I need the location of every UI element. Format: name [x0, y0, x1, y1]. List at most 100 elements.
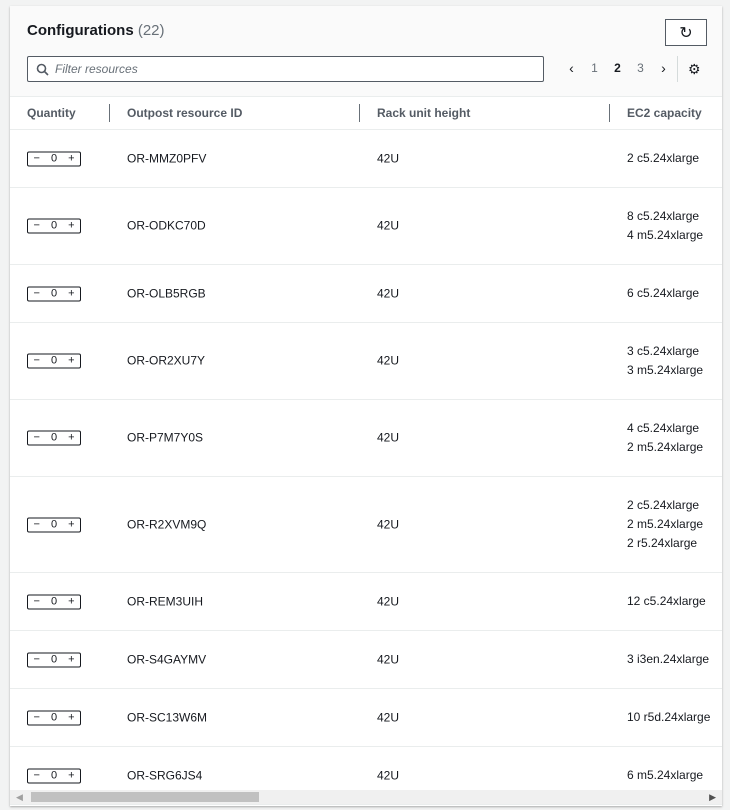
quantity-stepper[interactable]: −0 +	[27, 594, 81, 609]
quantity-stepper[interactable]: −0 +	[27, 151, 81, 166]
quantity-stepper[interactable]: −0 +	[27, 430, 81, 446]
column-rack-height[interactable]: Rack unit height	[377, 106, 471, 120]
table-row: −0 + OR-ODKC70D 42U 8 c5.24xlarge 4 m5.24x…	[10, 188, 722, 265]
column-resizer[interactable]	[109, 104, 110, 122]
prev-page-button[interactable]: ‹	[569, 60, 574, 76]
gear-icon[interactable]: ⚙	[688, 61, 701, 77]
quantity-value[interactable]: 0	[50, 431, 58, 444]
ec2-capacity-line: 2 c5.24xlarge	[627, 151, 700, 165]
table-header: Quantity Outpost resource ID Rack unit h…	[10, 97, 722, 130]
refresh-button[interactable]: ↻	[665, 19, 707, 46]
column-resource-id[interactable]: Outpost resource ID	[127, 106, 243, 120]
page-2[interactable]: 2	[614, 61, 621, 75]
resource-id: OR-OLB5RGB	[127, 286, 206, 300]
ec2-capacity-line: 8 c5.24xlarge	[627, 209, 700, 223]
quantity-value[interactable]: 0	[50, 152, 58, 164]
table-body: −0 + OR-MMZ0PFV 42U 2 c5.24xlarge −0 + OR-O…	[10, 130, 722, 805]
rack-unit-height: 42U	[377, 430, 400, 445]
quantity-value[interactable]: 0	[50, 219, 58, 232]
table-row: −0 + OR-REM3UIH 42U 12 c5.24xlarge	[10, 573, 722, 631]
resource-id: OR-SC13W6M	[127, 710, 208, 724]
decrement-button[interactable]: −	[33, 711, 40, 723]
decrement-button[interactable]: −	[33, 219, 40, 232]
quantity-stepper[interactable]: −0 +	[27, 353, 81, 369]
column-quantity[interactable]: Quantity	[27, 106, 76, 120]
quantity-stepper[interactable]: −0 +	[27, 710, 81, 725]
decrement-button[interactable]: −	[33, 354, 40, 367]
quantity-value[interactable]: 0	[50, 595, 58, 607]
rack-unit-height: 42U	[377, 286, 400, 300]
increment-button[interactable]: +	[68, 518, 75, 530]
quantity-stepper[interactable]: −0 +	[27, 218, 81, 234]
configurations-panel: Configurations (22) ↻ Filter resources ‹…	[10, 6, 722, 806]
increment-button[interactable]: +	[68, 769, 75, 781]
rack-unit-height: 42U	[377, 768, 400, 782]
horizontal-scrollbar[interactable]: ◀ ▶	[10, 790, 722, 804]
decrement-button[interactable]: −	[33, 152, 40, 164]
page-3[interactable]: 3	[637, 61, 644, 75]
resource-id: OR-MMZ0PFV	[127, 151, 207, 165]
increment-button[interactable]: +	[68, 595, 75, 607]
ec2-capacity-line: 12 c5.24xlarge	[627, 594, 706, 608]
column-ec2-capacity[interactable]: EC2 capacity	[627, 106, 702, 120]
scroll-left-icon[interactable]: ◀	[16, 792, 23, 802]
decrement-button[interactable]: −	[33, 769, 40, 781]
page-1[interactable]: 1	[591, 61, 598, 75]
search-input[interactable]: Filter resources	[27, 56, 544, 82]
table-row: −0 + OR-P7M7Y0S 42U 4 c5.24xlarge 2 m5.24x…	[10, 400, 722, 477]
refresh-icon: ↻	[679, 24, 693, 42]
ec2-capacity-line: 2 r5.24xlarge	[627, 536, 698, 550]
ec2-capacity: 4 c5.24xlarge 2 m5.24xlarge	[627, 419, 722, 457]
quantity-value[interactable]: 0	[50, 354, 58, 367]
quantity-value[interactable]: 0	[50, 769, 58, 781]
increment-button[interactable]: +	[68, 152, 75, 164]
quantity-value[interactable]: 0	[50, 653, 58, 665]
decrement-button[interactable]: −	[33, 518, 40, 530]
ec2-capacity-line: 3 c5.24xlarge	[627, 344, 700, 358]
ec2-capacity-line: 2 c5.24xlarge	[627, 498, 700, 512]
decrement-button[interactable]: −	[33, 595, 40, 607]
quantity-stepper[interactable]: −0 +	[27, 652, 81, 667]
ec2-capacity: 2 c5.24xlarge	[627, 149, 722, 168]
rack-unit-height: 42U	[377, 652, 400, 666]
rack-unit-height: 42U	[377, 594, 400, 608]
quantity-value[interactable]: 0	[50, 518, 58, 530]
next-page-button[interactable]: ›	[661, 60, 666, 76]
scroll-right-icon[interactable]: ▶	[709, 792, 716, 802]
search-placeholder: Filter resources	[55, 62, 138, 76]
decrement-button[interactable]: −	[33, 431, 40, 444]
decrement-button[interactable]: −	[33, 653, 40, 665]
rack-unit-height: 42U	[377, 218, 400, 233]
column-resizer[interactable]	[609, 104, 610, 122]
quantity-stepper[interactable]: −0 +	[27, 517, 81, 532]
rack-unit-height: 42U	[377, 353, 400, 368]
quantity-stepper[interactable]: −0 +	[27, 768, 81, 783]
ec2-capacity: 6 m5.24xlarge	[627, 766, 722, 785]
table-row: −0 + OR-S4GAYMV 42U 3 i3en.24xlarge	[10, 631, 722, 689]
increment-button[interactable]: +	[68, 287, 75, 299]
ec2-capacity: 2 c5.24xlarge 2 m5.24xlarge 2 r5.24xlarge	[627, 496, 722, 553]
decrement-button[interactable]: −	[33, 287, 40, 299]
scrollbar-thumb[interactable]	[31, 792, 259, 802]
increment-button[interactable]: +	[68, 711, 75, 723]
ec2-capacity-line: 3 m5.24xlarge	[627, 363, 704, 377]
ec2-capacity-line: 6 c5.24xlarge	[627, 286, 700, 300]
page-title: Configurations (22)	[27, 22, 165, 39]
ec2-capacity-line: 2 m5.24xlarge	[627, 440, 704, 454]
increment-button[interactable]: +	[68, 653, 75, 665]
title-text: Configurations	[27, 22, 134, 39]
column-resizer[interactable]	[359, 104, 360, 122]
quantity-value[interactable]: 0	[50, 711, 58, 723]
quantity-value[interactable]: 0	[50, 287, 58, 299]
resource-id: OR-S4GAYMV	[127, 652, 207, 666]
ec2-capacity-line: 6 m5.24xlarge	[627, 768, 704, 782]
panel-header: Configurations (22) ↻ Filter resources ‹…	[10, 6, 722, 97]
increment-button[interactable]: +	[68, 219, 75, 232]
resource-id: OR-P7M7Y0S	[127, 430, 204, 445]
ec2-capacity: 3 i3en.24xlarge	[627, 650, 722, 669]
rack-unit-height: 42U	[377, 710, 400, 724]
table-row: −0 + OR-SRG6JS4 42U 6 m5.24xlarge	[10, 747, 722, 805]
increment-button[interactable]: +	[68, 431, 75, 444]
quantity-stepper[interactable]: −0 +	[27, 286, 81, 301]
increment-button[interactable]: +	[68, 354, 75, 367]
